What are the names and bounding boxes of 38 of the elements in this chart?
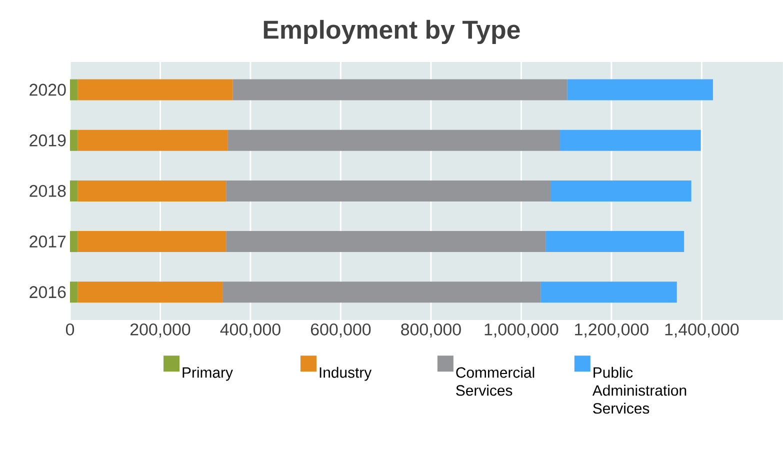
bar: [78, 180, 226, 202]
bar: [78, 282, 223, 303]
x-tick-label: 600,000: [310, 323, 371, 338]
legend-label: Industry: [320, 366, 372, 381]
bar: [546, 231, 684, 252]
bar: [70, 180, 78, 202]
y-tick-label: 2016: [30, 286, 66, 298]
legend-label: Commercial Services: [456, 366, 534, 396]
bar: [540, 282, 677, 303]
legend-label: Primary: [182, 366, 233, 381]
y-tick-label: 2018: [30, 184, 66, 197]
bar: [70, 231, 78, 252]
bar: [560, 130, 701, 151]
x-tick-label: 200,000: [130, 323, 190, 338]
bar: [226, 180, 551, 202]
bar: [222, 282, 541, 303]
x-tick-label: 1,000,000: [484, 323, 558, 338]
x-tick-label: 1,400,000: [665, 323, 739, 338]
legend-label: Public Administration Services: [592, 366, 686, 414]
y-tick-label: 2017: [30, 236, 66, 248]
x-tick-label: 400,000: [220, 323, 280, 338]
bar: [567, 79, 713, 100]
bar: [228, 130, 560, 151]
y-tick-label: 2020: [30, 84, 66, 96]
x-tick-label: 0: [66, 323, 74, 336]
bar: [78, 231, 226, 252]
bar: [226, 231, 546, 252]
bar: [232, 79, 568, 100]
bar: [78, 79, 233, 100]
x-tick-label: 800,000: [401, 323, 461, 338]
bar: [70, 130, 78, 151]
y-tick-label: 2019: [30, 134, 66, 146]
chart-title: Employment by Type: [264, 20, 520, 44]
bar: [70, 79, 78, 100]
bar: [70, 282, 78, 303]
bar: [78, 130, 228, 151]
bar: [550, 180, 692, 202]
x-tick-label: 1,200,000: [575, 323, 648, 338]
